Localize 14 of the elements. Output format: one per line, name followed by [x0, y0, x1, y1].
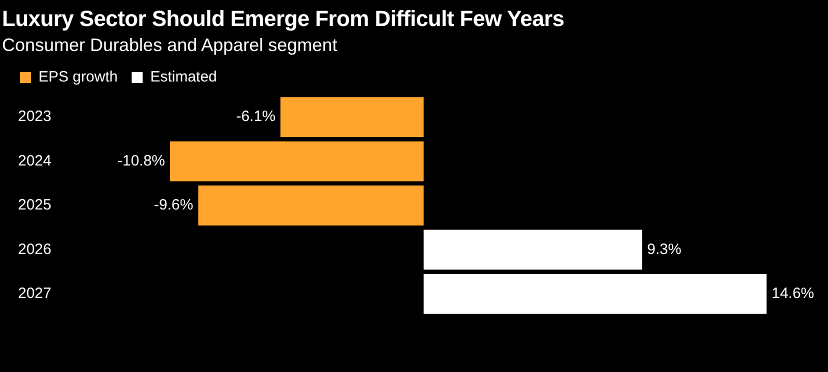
- legend-label: EPS growth: [38, 68, 118, 86]
- legend-label: Estimated: [150, 68, 217, 86]
- chart-title: Luxury Sector Should Emerge From Difficult Few Years: [2, 5, 566, 32]
- data-label: 14.6%: [772, 285, 814, 302]
- data-label: -9.6%: [154, 196, 194, 214]
- y-tick-label: 2026: [18, 240, 52, 258]
- y-tick-label: 2025: [18, 196, 52, 214]
- chart-subtitle: Consumer Durables and Apparel segment: [2, 35, 338, 56]
- data-label: -6.1%: [236, 108, 276, 126]
- data-label: -10.8%: [117, 152, 166, 170]
- y-tick-label: 2027: [18, 285, 52, 302]
- y-tick-label: 2024: [18, 152, 52, 170]
- y-tick-label: 2023: [18, 108, 52, 126]
- data-label: 9.3%: [647, 240, 682, 258]
